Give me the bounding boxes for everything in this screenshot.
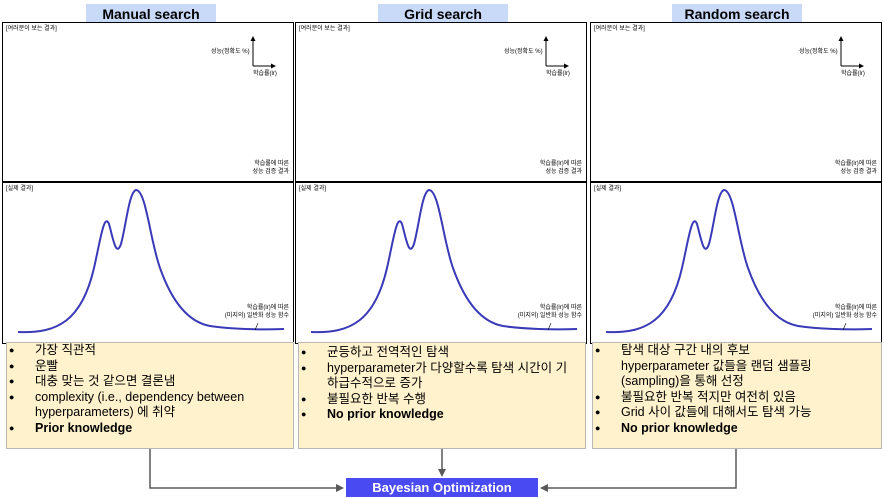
random-actual-panel: [실제 결과] 학습률(lr)에 따른 (미지의) 일반화 성능 함수	[590, 182, 882, 344]
note-item: 운빨	[7, 359, 293, 375]
actual-label: [실제 결과]	[299, 186, 327, 192]
actual-caption-1: 학습률(lr)에 따른	[539, 305, 582, 311]
axis-x-label: 학습률(lr)	[546, 71, 570, 77]
axis-glyph-random	[838, 36, 864, 69]
note-item: 불필요한 반복 수행	[299, 392, 585, 408]
title-grid-search: Grid search	[378, 4, 508, 24]
performance-curve-grid	[310, 188, 578, 334]
performance-curve-random	[605, 188, 873, 334]
note-item: Grid 사이 값들에 대해서도 탐색 가능	[593, 405, 881, 421]
axis-glyph-manual	[250, 36, 276, 69]
observed-label: [여러분이 보는 결과]	[6, 26, 57, 32]
observed-label: [여러분이 보는 결과]	[594, 26, 645, 32]
actual-caption-1: 학습률(lr)에 따른	[246, 305, 289, 311]
observed-label: [여러분이 보는 결과]	[299, 26, 350, 32]
note-item: 균등하고 전역적인 탐색	[299, 345, 585, 361]
observed-caption-2: 성능 검증 결과	[252, 169, 289, 175]
observed-caption-1: 학습률(lr)에 따른	[834, 161, 877, 167]
note-item: Prior knowledge	[7, 421, 293, 437]
axis-y-label: 성능(정확도 %)	[211, 49, 250, 55]
manual-observed-panel: [여러분이 보는 결과] 성능(정확도 %) 학습률(lr) 학습률에 따른 성…	[2, 22, 294, 182]
observed-caption-2: 성능 검증 결과	[545, 169, 582, 175]
grid-actual-panel: [실제 결과] 학습률(lr)에 따른 (미지의) 일반화 성능 함수	[295, 182, 587, 344]
connector-random	[540, 449, 737, 492]
observed-caption-1: 학습률에 따른	[254, 161, 289, 167]
connector-manual	[149, 449, 344, 492]
axis-x-label: 학습률(lr)	[841, 71, 865, 77]
title-random-search: Random search	[672, 4, 802, 24]
performance-curve-manual	[17, 188, 285, 334]
observed-caption-1: 학습률(lr)에 따른	[539, 161, 582, 167]
note-item: No prior knowledge	[593, 421, 881, 437]
note-item: No prior knowledge	[299, 407, 585, 423]
actual-caption-2: (미지의) 일반화 성능 함수	[224, 313, 289, 319]
title-manual-search: Manual search	[86, 4, 216, 24]
axis-y-label: 성능(정확도 %)	[799, 49, 838, 55]
manual-notes: 가장 직관적 운빨 대충 맞는 것 같으면 결론냄 complexity (i.…	[6, 342, 294, 449]
actual-caption-2: (미지의) 일반화 성능 함수	[812, 313, 877, 319]
note-item: 대충 맞는 것 같으면 결론냄	[7, 374, 293, 390]
actual-caption-1: 학습률(lr)에 따른	[834, 305, 877, 311]
random-observed-panel: [여러분이 보는 결과] 성능(정확도 %) 학습률(lr) 학습률(lr)에 …	[590, 22, 882, 182]
note-item: 불필요한 반복 적지만 여전히 있음	[593, 390, 881, 406]
note-item: 가장 직관적	[7, 343, 293, 359]
random-notes: 탐색 대상 구간 내의 후보 hyperparameter 값들을 랜덤 샘플링…	[592, 342, 882, 449]
note-item: complexity (i.e., dependency between hyp…	[7, 390, 293, 421]
note-item: hyperparameter가 다양할수록 탐색 시간이 기하급수적으로 증가	[299, 361, 585, 392]
manual-actual-panel: [실제 결과] 학습률(lr)에 따른 (미지의) 일반화 성능 함수	[2, 182, 294, 344]
bayesian-optimization-box: Bayesian Optimization	[346, 478, 538, 497]
grid-notes: 균등하고 전역적인 탐색 hyperparameter가 다양할수록 탐색 시간…	[298, 342, 586, 449]
axis-glyph-grid	[543, 36, 569, 69]
axis-y-label: 성능(정확도 %)	[504, 49, 543, 55]
actual-caption-2: (미지의) 일반화 성능 함수	[517, 313, 582, 319]
axis-x-label: 학습률(lr)	[253, 71, 277, 77]
actual-label: [실제 결과]	[6, 186, 34, 192]
note-item: 탐색 대상 구간 내의 후보 hyperparameter 값들을 랜덤 샘플링…	[593, 343, 881, 390]
actual-label: [실제 결과]	[594, 186, 622, 192]
grid-observed-panel: [여러분이 보는 결과] 성능(정확도 %) 학습률(lr) 학습률(lr)에 …	[295, 22, 587, 182]
observed-caption-2: 성능 검증 결과	[840, 169, 877, 175]
